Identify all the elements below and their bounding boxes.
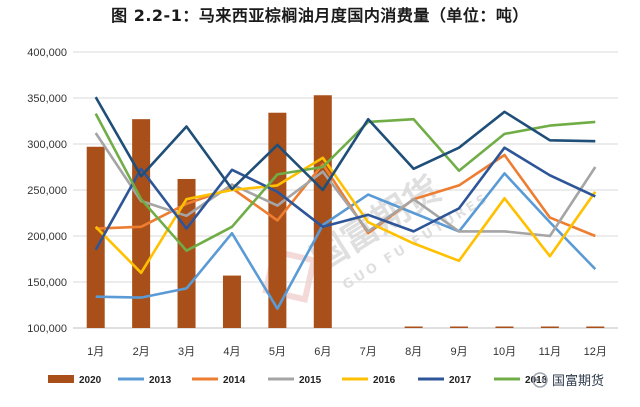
series-line-2017	[94, 146, 596, 251]
logo-text: 国富期货	[552, 373, 604, 389]
legend-label: 2014	[223, 375, 246, 386]
legend-item-2015: 2015	[268, 375, 322, 386]
series-line-2019	[94, 96, 596, 192]
y-axis: 100,000 150,000 200,000 250,000 300,000 350,0…	[27, 47, 67, 335]
legend-label: 2020	[79, 375, 102, 386]
bar-2020-9	[450, 326, 469, 328]
series-line-2016	[94, 156, 597, 275]
y-tick-label: 350,000	[27, 93, 67, 105]
legend-label: 2013	[149, 375, 172, 386]
bar-2020-11	[540, 326, 559, 328]
x-axis: 1月 2月 3月 4月 5月 6月 7月 8月 9月 10月 11月 12月	[87, 346, 607, 358]
y-tick-label: 100,000	[27, 323, 67, 335]
brand-logo: 国富期货	[532, 372, 604, 389]
x-tick-label: 6月	[314, 346, 331, 358]
legend-label: 2016	[373, 375, 396, 386]
bar-2020-10	[495, 326, 514, 328]
logo-icon-dot	[541, 378, 545, 382]
series-line-2013	[95, 172, 597, 311]
x-tick-label: 7月	[360, 346, 377, 358]
y-tick-label: 150,000	[27, 277, 67, 289]
x-tick-label: 10月	[493, 346, 516, 358]
series-line-2018	[94, 112, 596, 252]
line-series	[94, 96, 597, 311]
bar-2020-4	[222, 275, 241, 328]
legend-label: 2015	[299, 375, 322, 386]
series-line-2014	[95, 153, 596, 238]
legend-swatch	[48, 375, 74, 383]
x-tick-label: 12月	[584, 346, 607, 358]
x-tick-label: 11月	[539, 346, 561, 358]
chart-title: 图 2.2-1：马来西亚棕榈油月度国内消费量（单位：吨）	[111, 6, 529, 25]
logo-icon-dot	[535, 378, 539, 382]
legend-item-2013: 2013	[118, 375, 172, 386]
y-tick-label: 400,000	[27, 47, 67, 59]
legend-item-2018: 2018	[494, 375, 548, 386]
legend-label: 2017	[449, 375, 472, 386]
legend: 2020 2013 2014 2015 2016 2017 2018	[48, 375, 548, 386]
legend-item-2020: 2020	[48, 375, 102, 386]
bar-2020-1	[86, 146, 105, 328]
y-tick-label: 200,000	[27, 231, 67, 243]
y-tick-label: 300,000	[27, 139, 67, 151]
bar-2020-8	[404, 326, 423, 328]
bar-2020-12	[586, 326, 605, 328]
x-tick-label: 8月	[405, 346, 422, 358]
legend-item-2014: 2014	[192, 375, 246, 386]
bar-2020-6	[313, 95, 332, 329]
bar-2020-3	[177, 178, 196, 328]
x-tick-label: 5月	[269, 346, 286, 358]
x-tick-label: 9月	[450, 346, 467, 358]
x-tick-label: 3月	[178, 346, 195, 358]
y-tick-label: 250,000	[27, 185, 67, 197]
logo-icon	[532, 372, 548, 388]
x-tick-label: 4月	[223, 346, 240, 358]
x-tick-label: 2月	[133, 346, 150, 358]
legend-item-2017: 2017	[418, 375, 472, 386]
x-tick-label: 1月	[87, 346, 104, 358]
legend-item-2016: 2016	[342, 375, 396, 386]
